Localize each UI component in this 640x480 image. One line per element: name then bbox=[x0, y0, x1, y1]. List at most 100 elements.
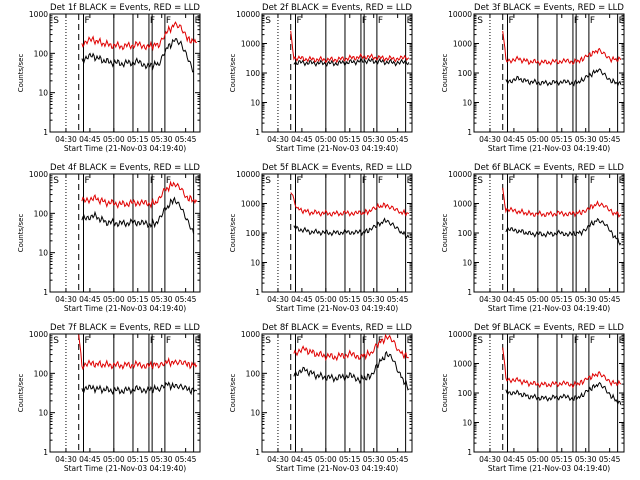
panel-3: Det 3f BLACK = Events, RED = LLD 1 10 100 10… bbox=[441, 3, 625, 153]
events-series-line bbox=[505, 217, 622, 246]
marker-label-E: E bbox=[407, 176, 413, 186]
ytick-label: 1 bbox=[467, 448, 472, 457]
marker-label-F: F bbox=[590, 336, 595, 346]
marker-label-S: S bbox=[477, 16, 483, 26]
xtick-label: 05:45 bbox=[599, 135, 621, 144]
events-series-line bbox=[81, 196, 195, 234]
x-axis-label: Start Time (21-Nov-03 04:19:40) bbox=[64, 144, 186, 153]
xtick-label: 05:30 bbox=[363, 295, 385, 304]
events-series-line bbox=[505, 68, 622, 87]
x-axis-label: Start Time (21-Nov-03 04:19:40) bbox=[488, 144, 610, 153]
xtick-label: 05:45 bbox=[387, 135, 409, 144]
marker-label-F: F bbox=[297, 336, 302, 346]
ytick-label: 100 bbox=[246, 369, 261, 378]
marker-label-F: F bbox=[590, 16, 595, 26]
panel-title: Det 8f BLACK = Events, RED = LLD bbox=[262, 323, 412, 333]
events-series-line bbox=[81, 38, 194, 73]
y-axis-label: Counts/sec bbox=[441, 54, 449, 93]
xtick-label: 04:45 bbox=[79, 135, 101, 144]
ytick-label: 10 bbox=[38, 89, 48, 98]
xtick-label: 04:45 bbox=[503, 295, 525, 304]
marker-label-F: F bbox=[150, 336, 155, 346]
xtick-label: 05:30 bbox=[151, 135, 173, 144]
ytick-label: 10000 bbox=[448, 330, 472, 339]
plot-frame bbox=[261, 13, 413, 133]
marker-label-E: E bbox=[619, 336, 625, 346]
ytick-label: 100 bbox=[458, 389, 473, 398]
ytick-label: 10 bbox=[38, 409, 48, 418]
xtick-label: 05:30 bbox=[575, 455, 597, 464]
panel-8: Det 8f BLACK = Events, RED = LLD 1 10 100 10… bbox=[229, 323, 413, 473]
marker-label-S: S bbox=[265, 176, 271, 186]
ytick-label: 10 bbox=[250, 99, 260, 108]
panel-7: Det 7f BLACK = Events, RED = LLD 1 10 100 10… bbox=[17, 323, 201, 473]
xtick-label: 05:15 bbox=[339, 455, 361, 464]
xtick-label: 05:00 bbox=[103, 295, 125, 304]
marker-label-E: E bbox=[619, 176, 625, 186]
xtick-label: 05:45 bbox=[599, 295, 621, 304]
x-axis-label: Start Time (21-Nov-03 04:19:40) bbox=[488, 304, 610, 313]
plot-frame bbox=[49, 333, 201, 453]
marker-label-F: F bbox=[378, 16, 383, 26]
y-axis-label: Counts/sec bbox=[17, 374, 25, 413]
events-series-line bbox=[293, 350, 410, 391]
xtick-label: 05:00 bbox=[315, 455, 337, 464]
ytick-label: 100 bbox=[458, 229, 473, 238]
x-axis-label: Start Time (21-Nov-03 04:19:40) bbox=[488, 464, 610, 473]
ytick-label: 10 bbox=[250, 409, 260, 418]
xtick-label: 04:30 bbox=[267, 135, 289, 144]
ytick-label: 1000 bbox=[241, 200, 260, 209]
marker-label-E: E bbox=[619, 16, 625, 26]
plot-frame bbox=[49, 13, 201, 133]
marker-label-E: E bbox=[407, 336, 413, 346]
ytick-label: 1 bbox=[255, 448, 260, 457]
xtick-label: 05:15 bbox=[127, 295, 149, 304]
marker-label-F: F bbox=[509, 336, 514, 346]
ytick-label: 100 bbox=[246, 229, 261, 238]
ytick-label: 10000 bbox=[448, 170, 472, 179]
marker-label-S: S bbox=[53, 16, 59, 26]
marker-label-F: F bbox=[85, 176, 90, 186]
y-axis-label: Counts/sec bbox=[229, 54, 237, 93]
x-axis-label: Start Time (21-Nov-03 04:19:40) bbox=[276, 304, 398, 313]
marker-label-F: F bbox=[150, 176, 155, 186]
ytick-label: 1000 bbox=[453, 200, 472, 209]
xtick-label: 04:45 bbox=[503, 135, 525, 144]
xtick-label: 05:30 bbox=[363, 135, 385, 144]
plot-frame bbox=[261, 173, 413, 293]
panel-title: Det 9f BLACK = Events, RED = LLD bbox=[474, 323, 624, 333]
ytick-label: 1 bbox=[467, 288, 472, 297]
xtick-label: 05:15 bbox=[339, 295, 361, 304]
xtick-label: 04:45 bbox=[291, 295, 313, 304]
xtick-label: 05:15 bbox=[551, 295, 573, 304]
ytick-label: 1000 bbox=[29, 330, 48, 339]
marker-label-F: F bbox=[362, 336, 367, 346]
xtick-label: 05:45 bbox=[175, 135, 197, 144]
xtick-label: 04:30 bbox=[55, 295, 77, 304]
x-axis-label: Start Time (21-Nov-03 04:19:40) bbox=[64, 464, 186, 473]
xtick-label: 05:00 bbox=[527, 295, 549, 304]
xtick-label: 05:15 bbox=[127, 455, 149, 464]
marker-label-S: S bbox=[477, 176, 483, 186]
marker-label-S: S bbox=[265, 16, 271, 26]
xtick-label: 05:00 bbox=[527, 455, 549, 464]
ytick-label: 1 bbox=[43, 288, 48, 297]
xtick-label: 05:00 bbox=[103, 135, 125, 144]
xtick-label: 04:30 bbox=[267, 455, 289, 464]
marker-label-E: E bbox=[407, 16, 413, 26]
plot-frame bbox=[473, 333, 625, 453]
xtick-label: 05:00 bbox=[103, 455, 125, 464]
ytick-label: 1 bbox=[467, 128, 472, 137]
events-series-line bbox=[293, 217, 410, 240]
lld-series-line bbox=[81, 21, 197, 52]
marker-label-S: S bbox=[53, 176, 59, 186]
ytick-label: 10000 bbox=[236, 10, 260, 19]
marker-label-F: F bbox=[574, 16, 579, 26]
panel-title: Det 1f BLACK = Events, RED = LLD bbox=[50, 3, 200, 13]
lld-series-line bbox=[78, 334, 198, 371]
panel-title: Det 2f BLACK = Events, RED = LLD bbox=[262, 3, 412, 13]
events-series-line bbox=[81, 381, 198, 396]
xtick-label: 05:45 bbox=[175, 455, 197, 464]
xtick-label: 04:45 bbox=[79, 455, 101, 464]
xtick-label: 04:30 bbox=[267, 295, 289, 304]
